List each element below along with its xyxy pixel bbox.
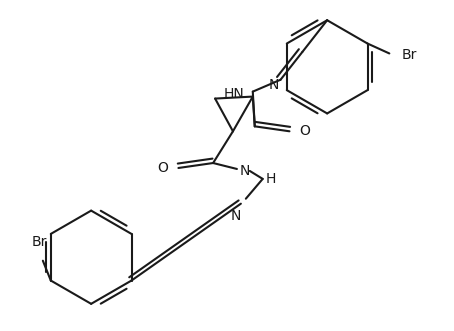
Text: O: O: [299, 124, 310, 138]
Text: HN: HN: [224, 87, 245, 101]
Text: O: O: [158, 161, 168, 175]
Text: N: N: [231, 209, 241, 222]
Text: Br: Br: [31, 235, 47, 249]
Text: N: N: [268, 78, 279, 92]
Text: N: N: [240, 164, 250, 178]
Text: Br: Br: [401, 48, 417, 63]
Text: H: H: [266, 172, 276, 186]
